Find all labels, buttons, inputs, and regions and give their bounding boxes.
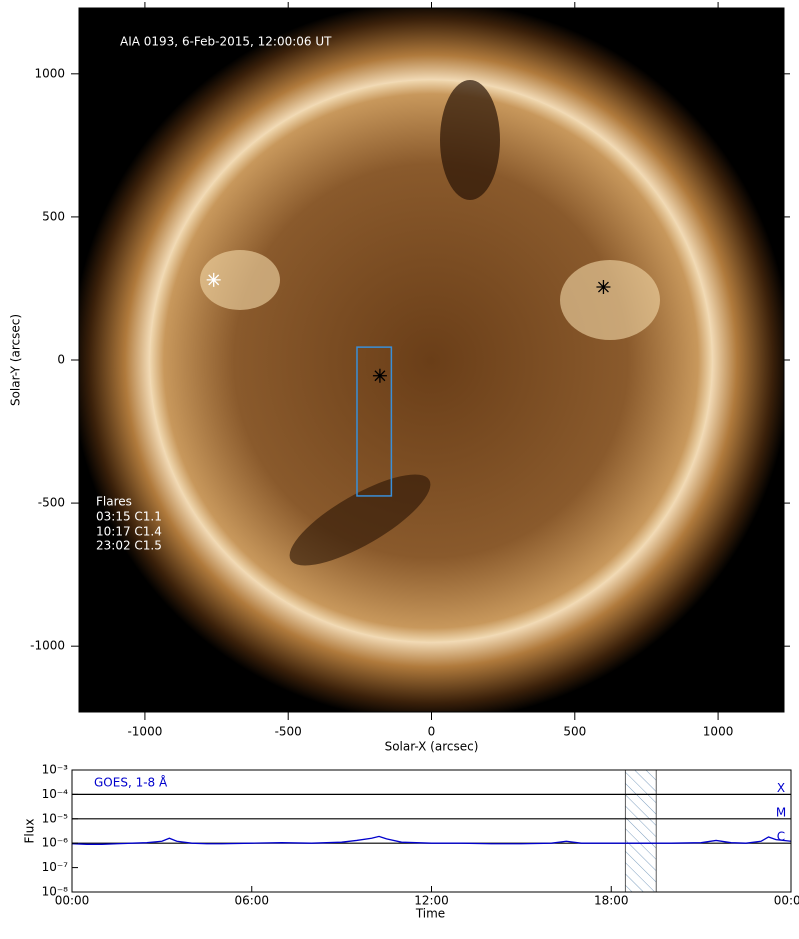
solar-image bbox=[79, 8, 784, 712]
x-tick-label: 00:00 bbox=[55, 894, 90, 908]
annotation: 23:02 C1.5 bbox=[96, 539, 162, 553]
x-tick-label: 500 bbox=[563, 725, 586, 739]
x-axis-label: Solar-X (arcsec) bbox=[385, 740, 479, 754]
y-tick-label: 10⁻⁴ bbox=[42, 787, 69, 801]
flare-marker bbox=[372, 368, 387, 383]
y-tick-label: 0 bbox=[57, 353, 65, 367]
image-axes: -1000 -500 0 500 1000 -1000 -500 0 500 1000 Solar-… bbox=[9, 2, 790, 754]
y-axis-label: Solar-Y (arcsec) bbox=[9, 314, 23, 406]
x-tick-label: 1000 bbox=[703, 725, 734, 739]
y-tick-label: 10⁻⁷ bbox=[42, 860, 69, 874]
goes-axes: XMC00:0006:0012:0018:0000:0010⁻⁸10⁻⁷10⁻⁶… bbox=[23, 763, 799, 921]
solar-disk bbox=[150, 80, 712, 642]
x-axis-label: Time bbox=[415, 907, 445, 921]
filament bbox=[289, 474, 431, 566]
x-tick-label: -500 bbox=[275, 725, 302, 739]
level-label: X bbox=[777, 781, 785, 795]
coronal-hole bbox=[440, 80, 500, 200]
active-region bbox=[200, 250, 280, 310]
frame bbox=[71, 769, 792, 893]
y-tick-label: 500 bbox=[42, 209, 65, 223]
flare-marker bbox=[206, 272, 221, 287]
x-tick-label: 18:00 bbox=[594, 894, 629, 908]
annotation: 03:15 C1.1 bbox=[96, 510, 162, 524]
annotation: 10:17 C1.4 bbox=[96, 525, 162, 539]
annotation: AIA 0193, 6-Feb-2015, 12:00:06 UT bbox=[120, 35, 332, 49]
x-tick-label: 12:00 bbox=[414, 894, 449, 908]
y-tick-label: 10⁻³ bbox=[42, 763, 69, 777]
y-tick-label: -500 bbox=[38, 496, 65, 510]
x-tick-label: 00:00 bbox=[774, 894, 799, 908]
y-tick-label: 10⁻⁸ bbox=[42, 885, 69, 899]
x-tick-label: 06:00 bbox=[234, 894, 269, 908]
level-label: C bbox=[777, 830, 785, 844]
flux-line bbox=[71, 835, 792, 845]
active-region bbox=[560, 260, 660, 340]
x-tick-label: 0 bbox=[428, 725, 436, 739]
level-label: M bbox=[776, 805, 786, 819]
annotation: Flares bbox=[96, 495, 132, 509]
selection-box bbox=[356, 346, 393, 497]
chart-title: GOES, 1-8 Å bbox=[94, 775, 168, 790]
y-tick-label: 10⁻⁵ bbox=[42, 811, 69, 825]
x-tick-label: -1000 bbox=[127, 725, 162, 739]
y-tick-label: 1000 bbox=[34, 66, 65, 80]
y-axis-label: Flux bbox=[23, 819, 37, 844]
y-tick-label: 10⁻⁶ bbox=[42, 836, 69, 850]
flare-marker bbox=[596, 280, 611, 295]
hatch-region bbox=[624, 769, 657, 893]
y-tick-label: -1000 bbox=[30, 639, 65, 653]
